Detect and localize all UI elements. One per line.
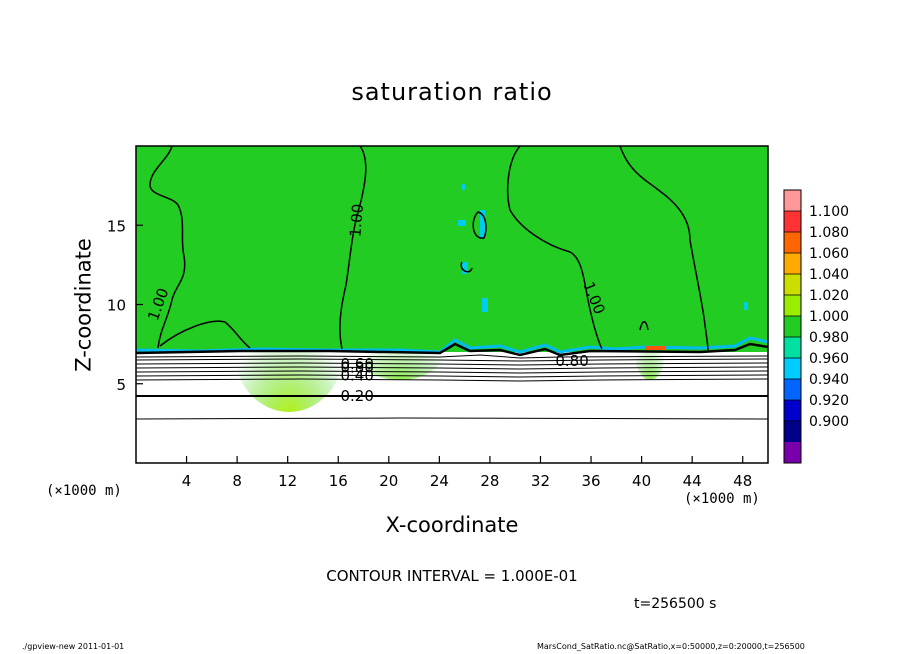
colorbar-label: 1.060 <box>809 246 849 262</box>
x-axis-label: X-coordinate <box>385 513 519 537</box>
colorbar-swatch <box>784 442 801 464</box>
y-axis-label: Z-coordinate <box>71 238 96 372</box>
y-axis-ticks: 5 10 15 <box>107 217 143 394</box>
colorbar-swatch <box>784 421 801 443</box>
contour-label: 0.40 <box>340 366 373 384</box>
colorbar-swatch <box>784 253 801 275</box>
contours-lower <box>136 342 768 420</box>
x-tick-label: 16 <box>329 472 348 490</box>
x-tick-label: 40 <box>632 472 651 490</box>
colorbar-swatch <box>784 400 801 422</box>
hot-spot <box>645 346 665 350</box>
x-tick-label: 24 <box>430 472 449 490</box>
plot-area <box>136 146 768 463</box>
saturated-region <box>136 146 768 352</box>
contours-one <box>149 146 709 351</box>
colorbar-label: 1.020 <box>809 288 849 304</box>
footer-command: ./gpview-new 2011-01-01 <box>22 642 125 651</box>
x-tick-label: 36 <box>581 472 600 490</box>
y-tick-label: 10 <box>107 297 126 315</box>
footer-source: MarsCond_SatRatio.nc@SatRatio,x=0:50000,… <box>537 642 805 651</box>
time-stamp: t=256500 s <box>634 596 717 612</box>
x-tick-label: 8 <box>232 472 242 490</box>
colorbar-label: 0.920 <box>809 393 849 409</box>
colorbar-label: 1.080 <box>809 225 849 241</box>
contour-label: 0.80 <box>555 352 588 370</box>
colorbar-swatch <box>784 211 801 233</box>
x-tick-label: 20 <box>379 472 398 490</box>
colorbar-swatch <box>784 190 801 212</box>
colorbar-label: 0.960 <box>809 351 849 367</box>
x-unit-label-right: (×1000 m) <box>684 491 760 507</box>
contour-label: 0.60 <box>340 355 373 373</box>
y-tick-label: 15 <box>107 217 126 235</box>
colorbar-swatch <box>784 316 801 338</box>
contour-label: 1.00 <box>346 203 367 238</box>
colorbar-label: 1.040 <box>809 267 849 283</box>
colorbar-label: 1.100 <box>809 204 849 220</box>
colorbar-swatch <box>784 295 801 317</box>
x-tick-label: 12 <box>278 472 297 490</box>
colorbar: 1.100 1.080 1.060 1.040 1.020 1.000 0.980 0.960… <box>783 189 849 464</box>
x-tick-label: 4 <box>182 472 192 490</box>
y-tick-label: 5 <box>116 376 126 394</box>
colorbar-label: 0.980 <box>809 330 849 346</box>
x-tick-label: 44 <box>683 472 702 490</box>
contour-interval-note: CONTOUR INTERVAL = 1.000E-01 <box>326 567 578 585</box>
contour-label: 0.20 <box>340 387 373 405</box>
colorbar-label: 0.940 <box>809 372 849 388</box>
x-unit-label-left: (×1000 m) <box>46 483 122 499</box>
x-tick-label: 28 <box>480 472 499 490</box>
contour-label: 0.80 <box>340 358 373 376</box>
isolated-patches <box>458 184 748 312</box>
colorbar-frame <box>783 189 802 464</box>
colorbar-swatch <box>784 337 801 359</box>
colorbar-swatch <box>784 274 801 296</box>
x-tick-label: 32 <box>531 472 550 490</box>
colorbar-swatch <box>784 232 801 254</box>
chart-title: saturation ratio <box>351 78 553 106</box>
colorbar-label: 0.900 <box>809 414 849 430</box>
x-tick-label: 48 <box>733 472 752 490</box>
colorbar-swatch <box>784 358 801 380</box>
colorbar-swatch <box>784 379 801 401</box>
x-axis-ticks: 4 8 12 16 20 24 28 32 36 40 44 48 <box>182 456 752 490</box>
colorbar-label: 1.000 <box>809 309 849 325</box>
